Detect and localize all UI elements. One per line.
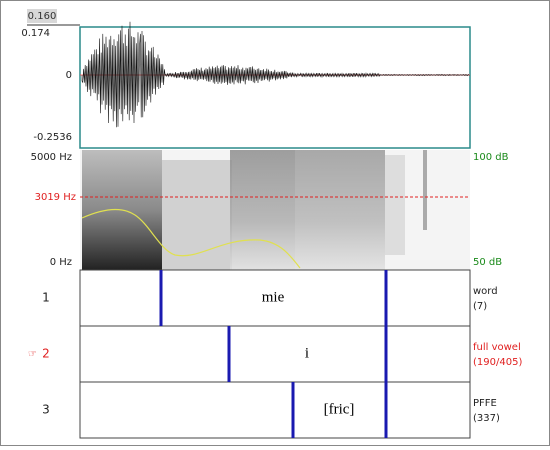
waveform-max: 0.174 [21, 28, 50, 39]
db-bottom: 50 dB [473, 257, 502, 268]
waveform-panel [79, 26, 471, 149]
tier-count: (7) [473, 301, 487, 312]
tier-count: (190/405) [473, 357, 522, 368]
spectrogram-cursor: 3019 Hz [35, 192, 76, 203]
tier-number: 1 [42, 291, 50, 305]
tier-number: 3 [42, 403, 50, 417]
interval-text: [fric] [324, 401, 355, 417]
db-top: 100 dB [473, 152, 509, 163]
tier-name: full vowel [473, 342, 521, 353]
tier-name: PFFE [473, 398, 497, 409]
tier-number: 2 [42, 347, 50, 361]
spectrogram [80, 150, 470, 270]
interval-text: mie [262, 289, 285, 305]
waveform-zero: 0 [66, 70, 72, 81]
selection-time: 0.160 [28, 11, 57, 22]
spectrogram-bottom: 0 Hz [50, 257, 72, 268]
pointer-icon: ☞ [28, 349, 37, 360]
waveform-min: -0.2536 [33, 132, 72, 143]
selection-time-box [27, 9, 57, 23]
tier-area [79, 269, 471, 439]
waveform-trace [81, 21, 470, 128]
waveform [81, 21, 470, 128]
tier-name: word [473, 286, 498, 297]
tier-count: (337) [473, 413, 500, 424]
spectrogram-top: 5000 Hz [31, 152, 72, 163]
interval-text: i [305, 345, 309, 361]
